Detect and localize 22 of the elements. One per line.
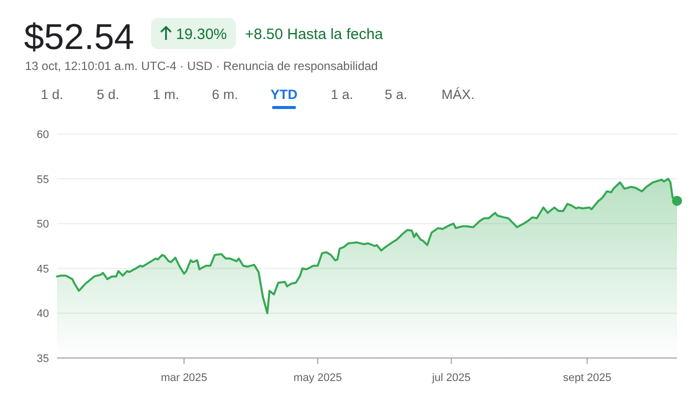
text: 1 a. — [330, 87, 354, 102]
y-tick-label: 55 — [36, 174, 49, 186]
y-tick-label: 45 — [36, 263, 49, 276]
text: 1 m. — [152, 87, 180, 102]
y-tick-label: 35 — [36, 353, 49, 365]
x-tick-label: sept 2025 — [563, 372, 612, 384]
text: 1 d. — [40, 87, 64, 102]
text: 5 a. — [384, 87, 408, 102]
text: 6 m. — [212, 87, 238, 102]
x-tick-label: mar 2025 — [160, 372, 208, 384]
x-tick-label: jul 2025 — [431, 372, 471, 384]
y-tick-label: 60 — [36, 129, 49, 141]
y-tick-label: 50 — [36, 218, 49, 231]
text: 5 d. — [96, 87, 120, 102]
x-tick-label: may 2025 — [294, 372, 342, 384]
text: MÁX. — [441, 87, 475, 102]
chart-subtitle: 13 oct, 12:10:01 a.m. UTC-4 · USD · Renuncia de responsabilidad — [25, 59, 378, 73]
text: 19.30% — [176, 26, 227, 43]
chart-title: $52.54 — [24, 16, 134, 57]
text: +8.50 Hasta la fecha — [245, 26, 384, 43]
y-tick-label: 40 — [36, 308, 49, 320]
text: YTD — [270, 87, 298, 102]
